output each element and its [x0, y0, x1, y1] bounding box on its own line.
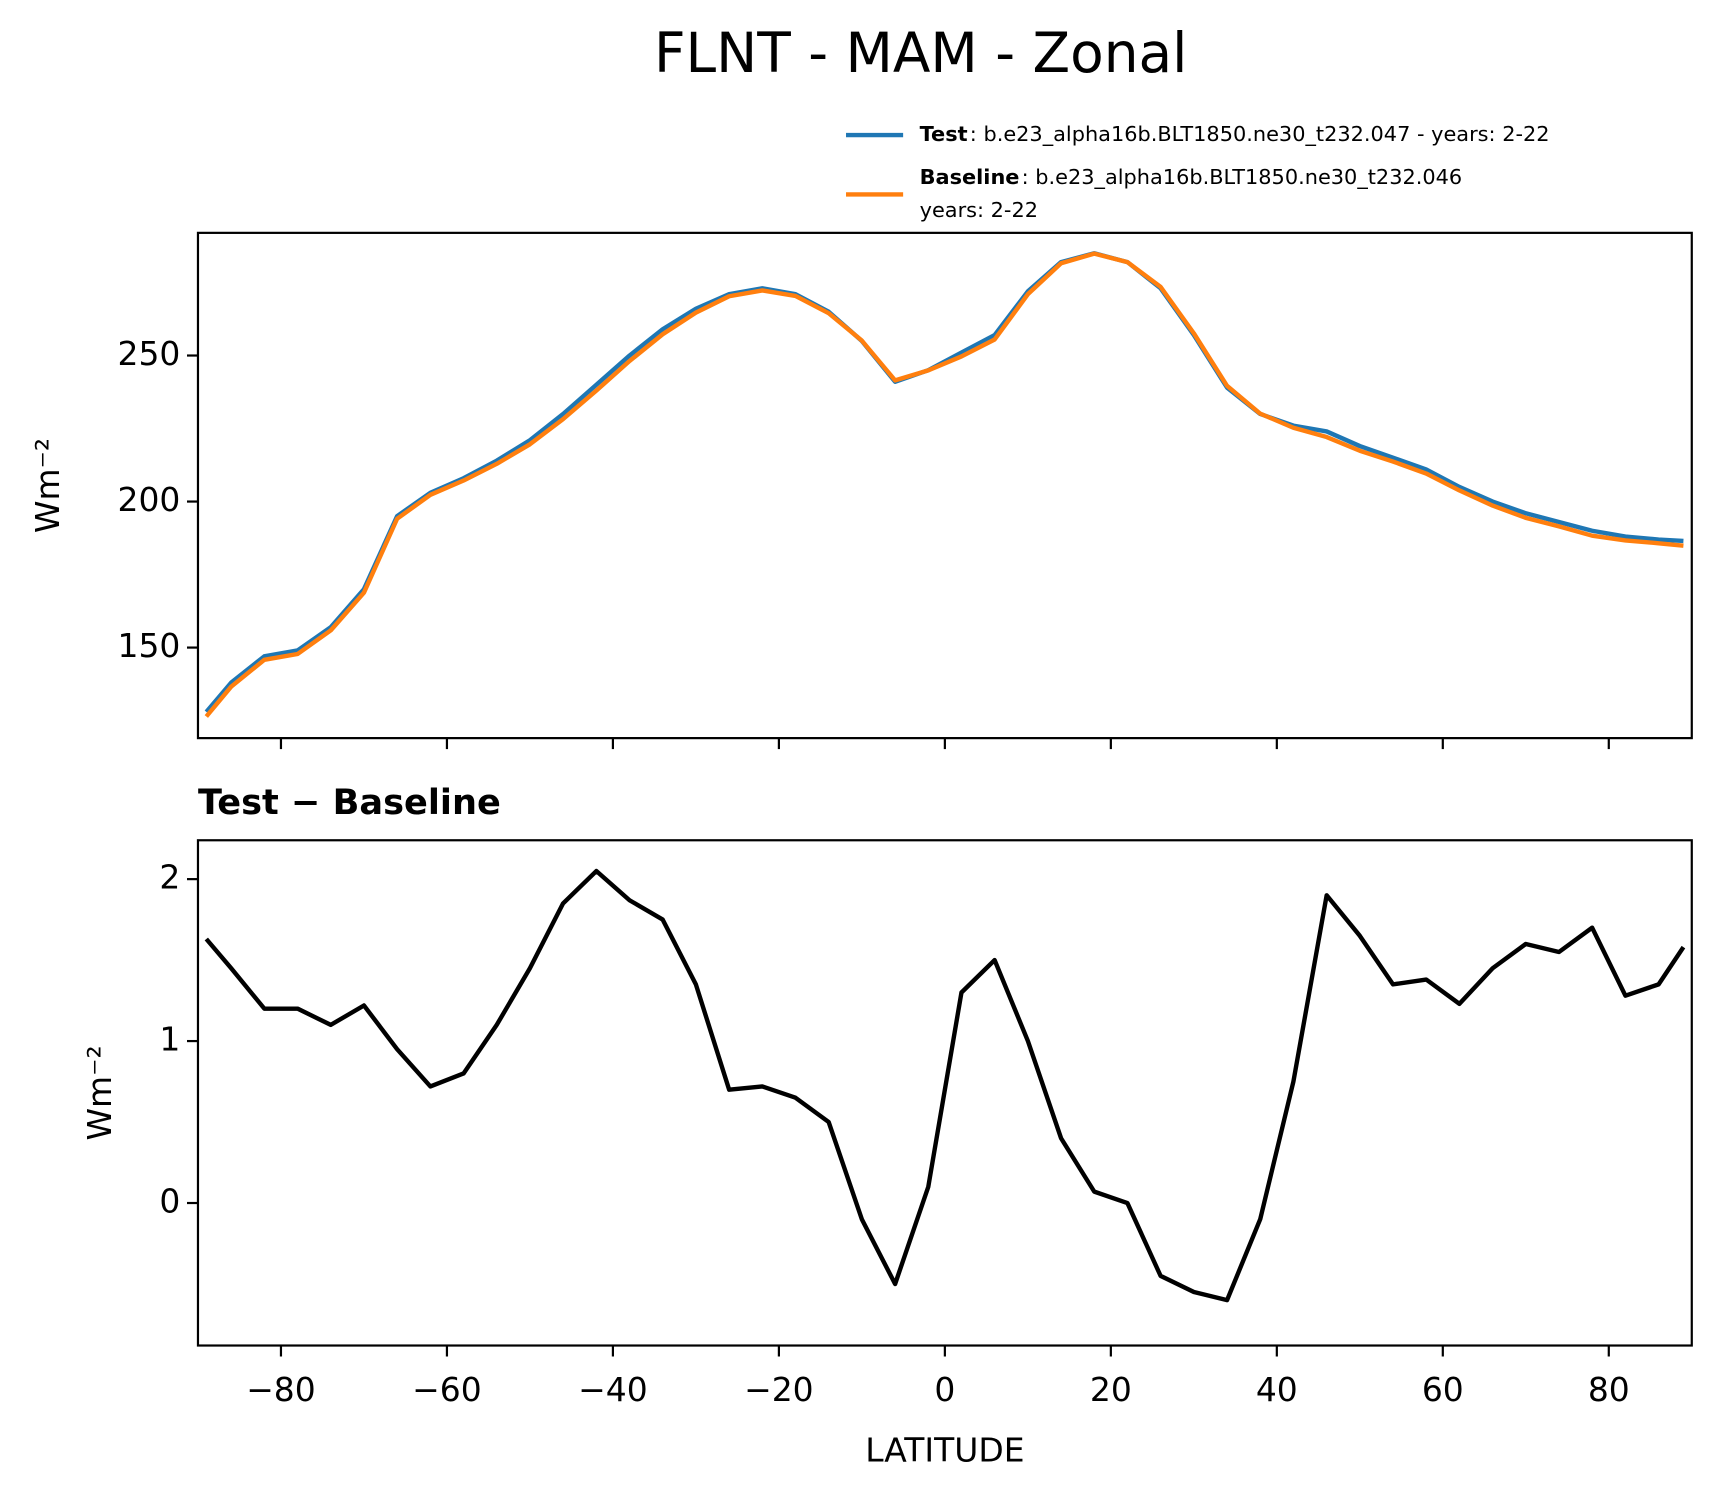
x-tick-label: −80 — [246, 1370, 316, 1409]
x-axis-label: LATITUDE — [865, 1431, 1024, 1470]
x-tick-label: 40 — [1256, 1370, 1298, 1409]
figure-title: FLNT - MAM - Zonal — [654, 21, 1187, 85]
legend-text: : b.e23_alpha16b.BLT1850.ne30_t232.047 -… — [970, 122, 1550, 147]
plot-frame — [196, 231, 1693, 740]
y-tick-label: 1 — [159, 1020, 180, 1059]
x-tick-label: 0 — [934, 1370, 955, 1409]
plot-frame — [196, 839, 1693, 1347]
x-tick-label: 20 — [1090, 1370, 1132, 1409]
y-tick-label: 150 — [118, 626, 181, 665]
legend-text: : b.e23_alpha16b.BLT1850.ne30_t232.046 — [1022, 165, 1463, 190]
x-tick-label: −20 — [744, 1370, 814, 1409]
legend-name: Test — [920, 122, 968, 146]
y-tick-label: 250 — [118, 334, 181, 373]
y-tick-label: 2 — [159, 858, 180, 897]
data-line — [204, 868, 1686, 1303]
data-line — [204, 251, 1684, 718]
y-axis-label: Wm⁻² — [28, 438, 67, 533]
subplot-title: Test − Baseline — [198, 782, 501, 823]
y-tick-label: 0 — [159, 1182, 180, 1221]
y-axis-label: Wm⁻² — [80, 1045, 119, 1140]
x-tick-label: 60 — [1422, 1370, 1464, 1409]
y-tick-label: 200 — [118, 480, 181, 519]
x-tick-label: −40 — [578, 1370, 648, 1409]
x-tick-label: 80 — [1588, 1370, 1630, 1409]
legend-text: years: 2-22 — [920, 198, 1038, 222]
x-tick-label: −60 — [412, 1370, 482, 1409]
legend-name: Baseline — [920, 165, 1020, 189]
